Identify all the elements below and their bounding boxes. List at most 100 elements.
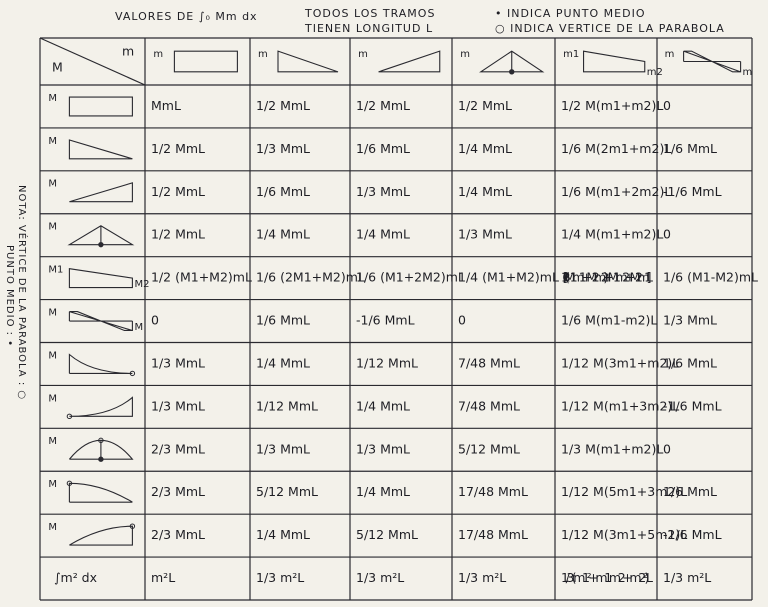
formula: 1/2 MmL [151,227,205,242]
formula: 1/6 MmL [663,484,717,499]
formula: 1/12 MmL [356,355,418,370]
formula: 1/12 M(m1+3m2)L [561,398,679,413]
formula: 1/6 (M1+2M2)mL [356,270,465,285]
formula: 1/3 MmL [151,355,205,370]
formula: 1/12 M(5m1+3m2)L [561,484,687,499]
formula: 1/6 (2M1+M2)mL [256,270,365,285]
formula: 5/12 MmL [356,527,418,542]
formula: 1/2 MmL [151,141,205,156]
formula: 0 [151,313,159,328]
formula: MmL [151,98,181,113]
formula: 2/3 MmL [151,441,205,456]
diagram-label: M [48,93,57,104]
formula: 1/3 MmL [458,227,512,242]
formula: 1/4 M(m1+m2)L [561,227,663,242]
formula: 1/4 MmL [356,227,410,242]
diagram-label: m [358,49,368,60]
diagram-label: m [665,49,675,60]
diagram [68,482,133,503]
formula: 1/6 MmL [356,141,410,156]
diagram-point [509,69,515,75]
formula: 1/3 m²L [458,570,506,585]
formula: 1/2 (M1+M2)mL [151,270,252,285]
note: TIENEN LONGITUD L [304,22,433,35]
formula: 5/12 MmL [458,441,520,456]
corner-label: M [52,60,63,75]
formula: 1/6 MmL [256,313,310,328]
formula: -1/6 MmL [356,313,415,328]
diagram-label: M [48,479,57,490]
diagram-label: m2 [647,67,663,78]
diagram-label: m [460,49,470,60]
formula: 1/3 m²L [663,570,711,585]
formula: 1/3 m²L [256,570,304,585]
formula: -1/6 MmL [663,398,722,413]
diagram [68,439,134,460]
formula: 0 [663,98,671,113]
note: TODOS LOS TRAMOS [304,7,435,20]
diagram-label: M [48,350,57,361]
formula: 1/2 M(m1+m2)L [561,98,663,113]
formula: 1/6 MmL [663,355,717,370]
formula: -1/6 MmL [663,184,722,199]
diagram-label: M [48,136,57,147]
diagram [69,396,133,417]
diagram-label: M [48,436,57,447]
diagram [173,50,238,73]
formula: -1/6 MmL [663,527,722,542]
formula: 7/48 MmL [458,355,520,370]
formula: 1/6 [2(M1m1+M2m2)+M1m2+M2m1]L [561,270,653,285]
formula: 1/3 m²L [356,570,404,585]
note: ○ INDICA VERTICE DE LA PARABOLA [495,22,725,35]
row-label: ∫m² dx [54,570,97,585]
diagram-point [66,480,73,486]
formula: 1/4 MmL [256,227,310,242]
diagram-label: m [153,49,163,60]
formula: 1/4 MmL [356,398,410,413]
formula: 5/12 MmL [256,484,318,499]
formula: 1/6 M(2m1+m2)L [561,141,671,156]
diagonal [39,37,146,86]
formula: 1/6 M(m1+2m2)L [561,184,671,199]
formula: 1/6 M(m1-m2)L [561,313,657,328]
diagram-label: m [743,67,753,78]
formula: 1/4 MmL [458,184,512,199]
formula: 1/2 MmL [458,98,512,113]
formula: 17/48 MmL [458,527,528,542]
formula: 1/3 MmL [256,141,310,156]
diagram-point [66,413,73,420]
formula: 1/12 M(3m1+m2)L [561,355,679,370]
formula: 0 [663,441,671,456]
diagram-point [98,437,104,444]
diagram [683,50,742,73]
diagram [69,525,133,546]
formula: 1/6 MmL [663,141,717,156]
formula: 2/3 MmL [151,527,205,542]
diagram-label: M [135,322,144,333]
formula: 1/4 MmL [256,355,310,370]
formula: 1/2 MmL [256,98,310,113]
formula: 1/3 M(m1+m2)L [561,441,663,456]
formula: m²L [151,570,175,585]
formula: 2/3 MmL [151,484,205,499]
formula: 1/3 MmL [663,313,717,328]
formula: 0 [458,313,466,328]
diagram [67,225,135,246]
diagram-point [129,523,136,529]
formula: 1/3 MmL [256,441,310,456]
diagram [68,353,133,374]
formula: 1/12 M(3m1+5m2)L [561,527,687,542]
formula: 1/4 (M1+M2)mL [458,270,559,285]
diagram-point [98,456,104,462]
diagram-label: M [48,307,57,318]
diagram-label: m [258,49,268,60]
diagram-label: M2 [135,279,150,290]
diagram [277,50,339,73]
diagram-label: M [48,522,57,533]
diagram [68,311,133,332]
diagram [378,50,441,73]
note: • INDICA PUNTO MEDIO [495,7,645,20]
formula: 1/6 MmL [256,184,310,199]
